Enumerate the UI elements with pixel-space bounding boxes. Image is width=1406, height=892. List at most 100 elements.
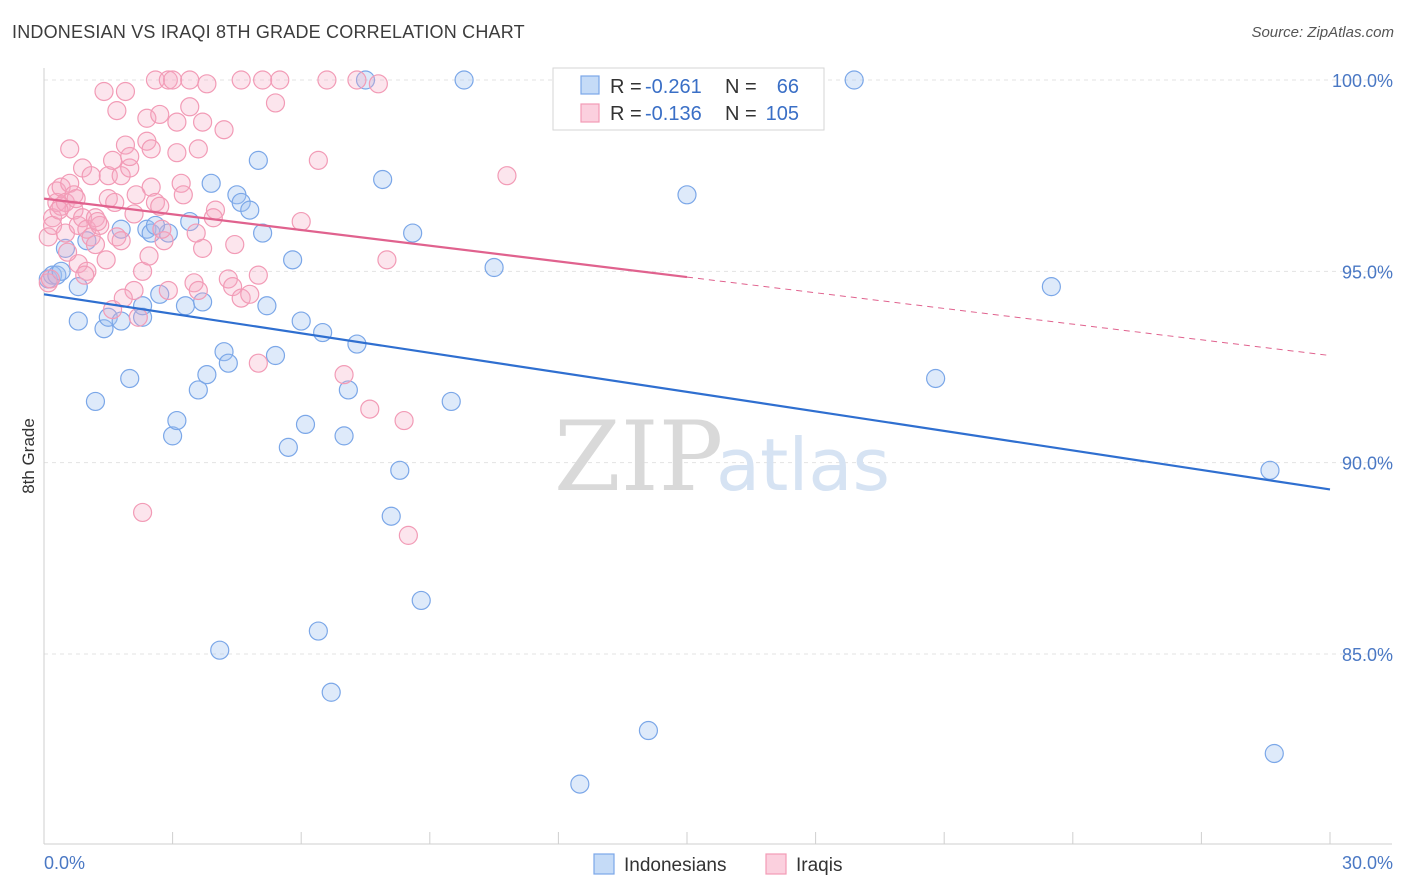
indonesians-point-4 — [68, 277, 88, 297]
indonesians-point-37 — [283, 250, 303, 270]
iraqis-point-21 — [81, 166, 101, 186]
axes — [43, 68, 1392, 845]
iraqis-point-45 — [141, 139, 161, 159]
indonesians-point-41 — [313, 322, 333, 343]
iraqis-point-81 — [334, 365, 354, 385]
indonesians-point-39 — [295, 414, 316, 434]
iraqis-point-99 — [139, 246, 159, 266]
iraqis-point-74 — [248, 265, 268, 285]
indonesians-point-19 — [167, 410, 187, 431]
indonesians-point-53 — [454, 70, 474, 90]
series-iraqis — [38, 70, 517, 545]
indonesians-point-51 — [411, 590, 431, 611]
iraqis-point-80 — [317, 70, 337, 90]
indonesians-point-58 — [844, 70, 864, 90]
gridlines — [44, 79, 1392, 655]
indonesians-point-57 — [677, 185, 697, 205]
legend-n-label-1: N = — [725, 76, 757, 98]
indonesians-point-11 — [120, 368, 140, 389]
watermark-zip: ZIP — [554, 401, 723, 513]
iraqis-point-11 — [60, 139, 80, 159]
iraqis-point-73 — [248, 353, 268, 373]
bottom-legend-swatch-indonesians — [593, 853, 615, 875]
indonesians-point-7 — [94, 319, 114, 339]
indonesians-point-26 — [210, 640, 230, 660]
iraqis-point-59 — [180, 70, 200, 90]
iraqis-point-98 — [126, 185, 146, 205]
indonesians-point-42 — [321, 682, 341, 702]
iraqis-point-61 — [188, 280, 208, 301]
iraqis-point-54 — [163, 70, 183, 90]
iraqis-trend-line-extension — [686, 276, 1331, 357]
iraqis-point-25 — [94, 81, 114, 102]
iraqis-point-77 — [270, 70, 290, 90]
iraqis-point-36 — [120, 158, 140, 178]
iraqis-point-40 — [128, 307, 148, 327]
legend-r-value-1: -0.261 — [645, 76, 702, 98]
iraqis-point-37 — [120, 146, 140, 167]
indonesians-point-59 — [926, 368, 946, 389]
iraqis-point-101 — [173, 185, 193, 205]
iraqis-point-87 — [398, 525, 418, 545]
indonesians-point-50 — [403, 223, 423, 243]
y-tick-label-2: 95.0% — [1342, 262, 1393, 282]
indonesians-point-25 — [201, 173, 221, 193]
indonesians-trend-line — [43, 293, 1331, 491]
iraqis-point-62 — [188, 139, 208, 159]
indonesians-point-43 — [334, 426, 354, 446]
legend-r-label-2: R = — [610, 103, 642, 125]
iraqis-point-85 — [377, 250, 397, 270]
indonesians-point-60 — [1041, 277, 1061, 297]
iraqis-point-79 — [308, 150, 328, 170]
indonesians-point-32 — [248, 150, 268, 170]
indonesians-point-40 — [308, 621, 328, 641]
iraqis-point-50 — [150, 196, 170, 216]
bottom-legend-label-indonesians: Indonesians — [624, 855, 726, 876]
watermark: ZIP atlas — [554, 401, 890, 513]
iraqis-point-23 — [85, 234, 106, 255]
iraqis-point-104 — [225, 234, 245, 255]
trend-lines — [43, 197, 1331, 491]
indonesians-point-55 — [570, 774, 590, 794]
iraqis-point-90 — [49, 200, 69, 220]
iraqis-point-75 — [253, 70, 273, 90]
iraqis-point-30 — [107, 101, 127, 121]
indonesians-point-22 — [188, 380, 208, 400]
legend-n-label-2: N = — [725, 103, 757, 125]
iraqis-point-93 — [75, 265, 95, 285]
iraqis-point-57 — [171, 173, 191, 193]
iraqis-point-86 — [394, 410, 414, 431]
iraqis-point-43 — [137, 108, 157, 128]
iraqis-point-42 — [132, 502, 153, 523]
indonesians-point-28 — [218, 353, 238, 373]
iraqis-point-76 — [265, 93, 286, 113]
indonesians-point-5 — [68, 311, 88, 331]
iraqis-point-55 — [167, 143, 187, 163]
legend-r-value-2: -0.136 — [645, 103, 702, 125]
iraqis-point-34 — [115, 81, 136, 102]
x-tick-labels: 0.0% 30.0% — [44, 853, 1393, 873]
indonesians-point-31 — [240, 200, 260, 220]
indonesians-point-52 — [441, 391, 461, 412]
indonesians-point-34 — [257, 296, 277, 316]
legend-box: R = -0.261 N = 66 R = -0.136 N = 105 — [552, 67, 825, 131]
indonesians-point-6 — [85, 391, 106, 412]
indonesians-point-35 — [265, 345, 286, 366]
iraqis-point-67 — [214, 120, 234, 140]
iraqis-point-92 — [66, 189, 86, 209]
iraqis-point-35 — [115, 135, 136, 155]
indonesians-point-45 — [347, 334, 367, 354]
iraqis-point-84 — [368, 74, 388, 94]
iraqis-point-49 — [150, 104, 170, 125]
indonesians-point-61 — [1260, 460, 1280, 480]
x-tick-label-1: 30.0% — [1342, 853, 1393, 873]
y-tick-labels: 85.0% 90.0% 95.0% 100.0% — [1332, 71, 1393, 665]
indonesians-point-54 — [484, 257, 504, 278]
iraqis-point-64 — [193, 112, 213, 132]
series-indonesians — [38, 70, 1284, 794]
indonesians-point-44 — [338, 380, 358, 400]
iraqis-point-102 — [186, 223, 206, 243]
y-tick-label-0: 85.0% — [1342, 645, 1393, 665]
indonesians-point-48 — [381, 506, 401, 526]
